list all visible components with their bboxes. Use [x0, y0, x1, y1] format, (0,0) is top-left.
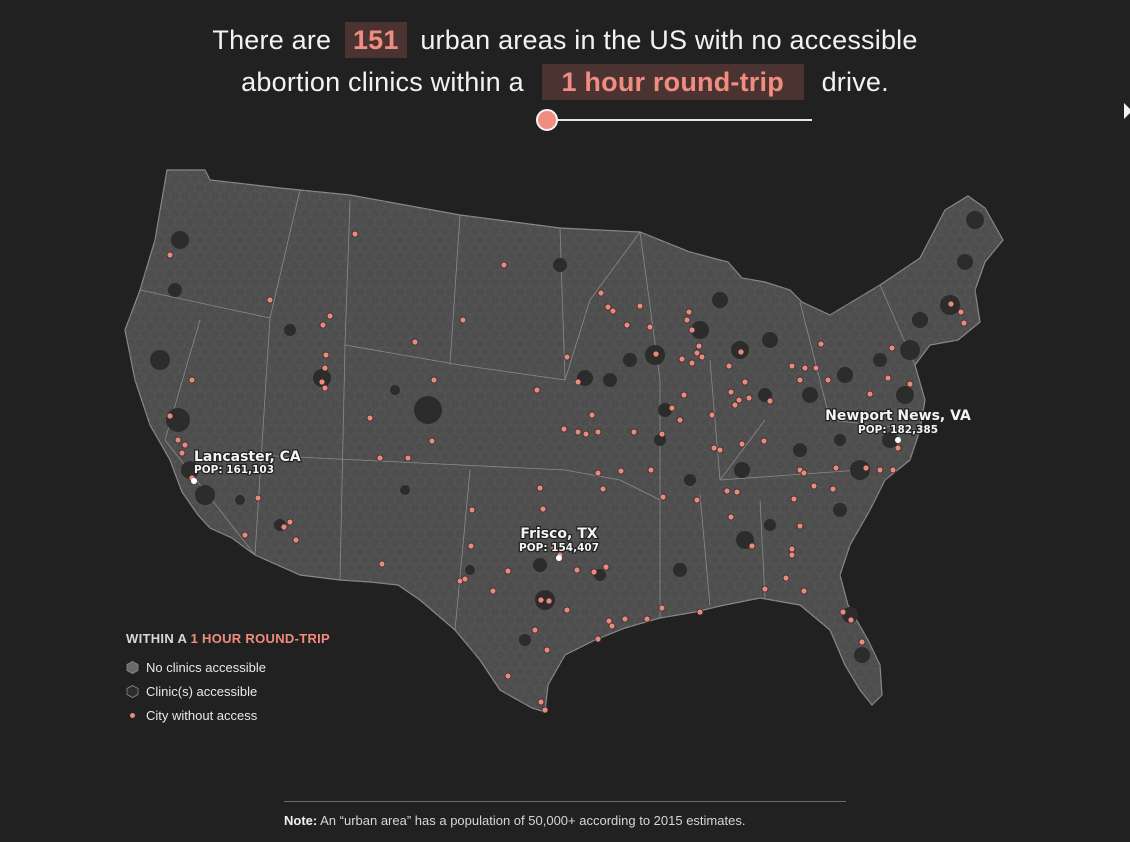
callout-lancaster: Lancaster, CA POP: 161,103 — [191, 448, 302, 484]
city-dot-icon — [130, 712, 135, 718]
note-text: An “urban area” has a population of 50,0… — [320, 813, 746, 828]
state-borders — [139, 189, 921, 631]
hexagon-filled-icon — [126, 660, 139, 674]
callout-pop: POP: 182,385 — [858, 424, 938, 436]
legend-title-prefix: WITHIN A — [126, 631, 187, 646]
legend-title-accent: 1 HOUR ROUND-TRIP — [190, 631, 331, 646]
map-legend: WITHIN A 1 HOUR ROUND-TRIP No clinics ac… — [126, 631, 330, 727]
headline-prefix: There are — [212, 25, 332, 55]
legend-label: No clinics accessible — [146, 659, 266, 675]
headline-line2-prefix: abortion clinics within a — [241, 67, 524, 97]
hexagon-dark-icon — [126, 684, 139, 698]
cities-without-access — [166, 230, 968, 714]
clinic-accessible-areas — [150, 211, 984, 663]
legend-item-no-clinics: No clinics accessible — [126, 655, 330, 679]
headline-line-1: There are 151 urban areas in the US with… — [0, 22, 1130, 58]
headline-line-2: abortion clinics within a 1 hour round-t… — [0, 64, 1130, 100]
callout-city: Lancaster, CA — [194, 449, 301, 465]
drive-time-slider[interactable] — [536, 108, 814, 134]
footnote: Note: An “urban area” has a population o… — [284, 813, 745, 828]
callout-pop: POP: 161,103 — [194, 464, 274, 476]
headline-suffix: urban areas in the US with no accessible — [420, 25, 918, 55]
headline-line2-suffix: drive. — [821, 67, 889, 97]
note-label: Note: — [284, 813, 318, 828]
legend-title: WITHIN A 1 HOUR ROUND-TRIP — [126, 631, 330, 646]
callout-frisco: Frisco, TX POP: 154,407 — [518, 525, 600, 561]
slider-track[interactable] — [548, 119, 812, 121]
slider-handle[interactable] — [536, 109, 558, 131]
callout-city: Newport News, VA — [825, 408, 971, 424]
legend-label: City without access — [146, 707, 258, 723]
legend-label: Clinic(s) accessible — [146, 683, 258, 699]
count-highlight: 151 — [344, 22, 407, 58]
distance-highlight: 1 hour round-trip — [541, 64, 804, 100]
mouse-cursor-icon — [1124, 103, 1130, 119]
legend-item-clinic-accessible: Clinic(s) accessible — [126, 679, 330, 703]
callout-pop: POP: 154,407 — [519, 542, 599, 554]
callout-city: Frisco, TX — [520, 526, 597, 542]
callout-newport-news: Newport News, VA POP: 182,385 — [824, 407, 972, 443]
note-divider — [284, 801, 846, 802]
legend-item-city-without-access: City without access — [126, 703, 330, 727]
